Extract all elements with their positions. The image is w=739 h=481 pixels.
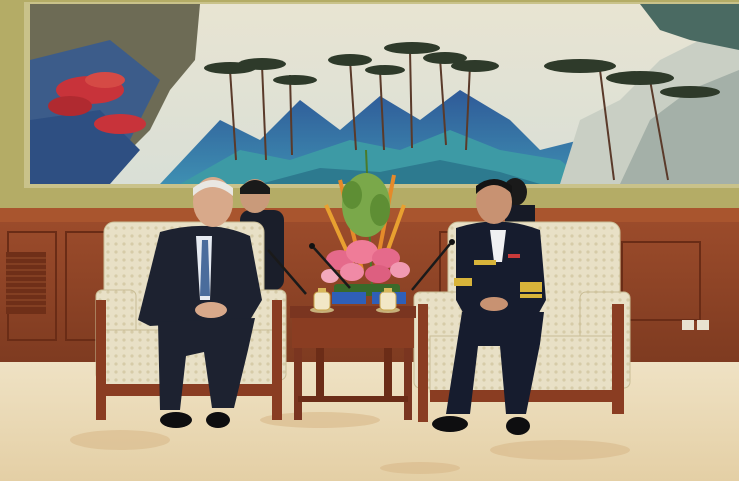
air-vent	[6, 252, 46, 314]
landscape-painting	[30, 4, 739, 184]
microphones	[267, 243, 451, 295]
microphone-head-right	[449, 239, 455, 245]
wall-outlet	[682, 320, 694, 330]
pine-trees	[229, 49, 669, 181]
officer-navy-uniform	[432, 179, 546, 435]
microphone-head-left	[309, 243, 315, 249]
name-card-left	[332, 292, 366, 304]
man-dark-suit	[138, 177, 262, 428]
red-tree-foliage	[48, 72, 146, 134]
carpet-pattern	[70, 412, 630, 474]
teacup-left	[310, 288, 334, 313]
pine-canopies	[204, 42, 720, 98]
teacup-right	[376, 288, 400, 313]
wall-outlet-2	[697, 320, 709, 330]
